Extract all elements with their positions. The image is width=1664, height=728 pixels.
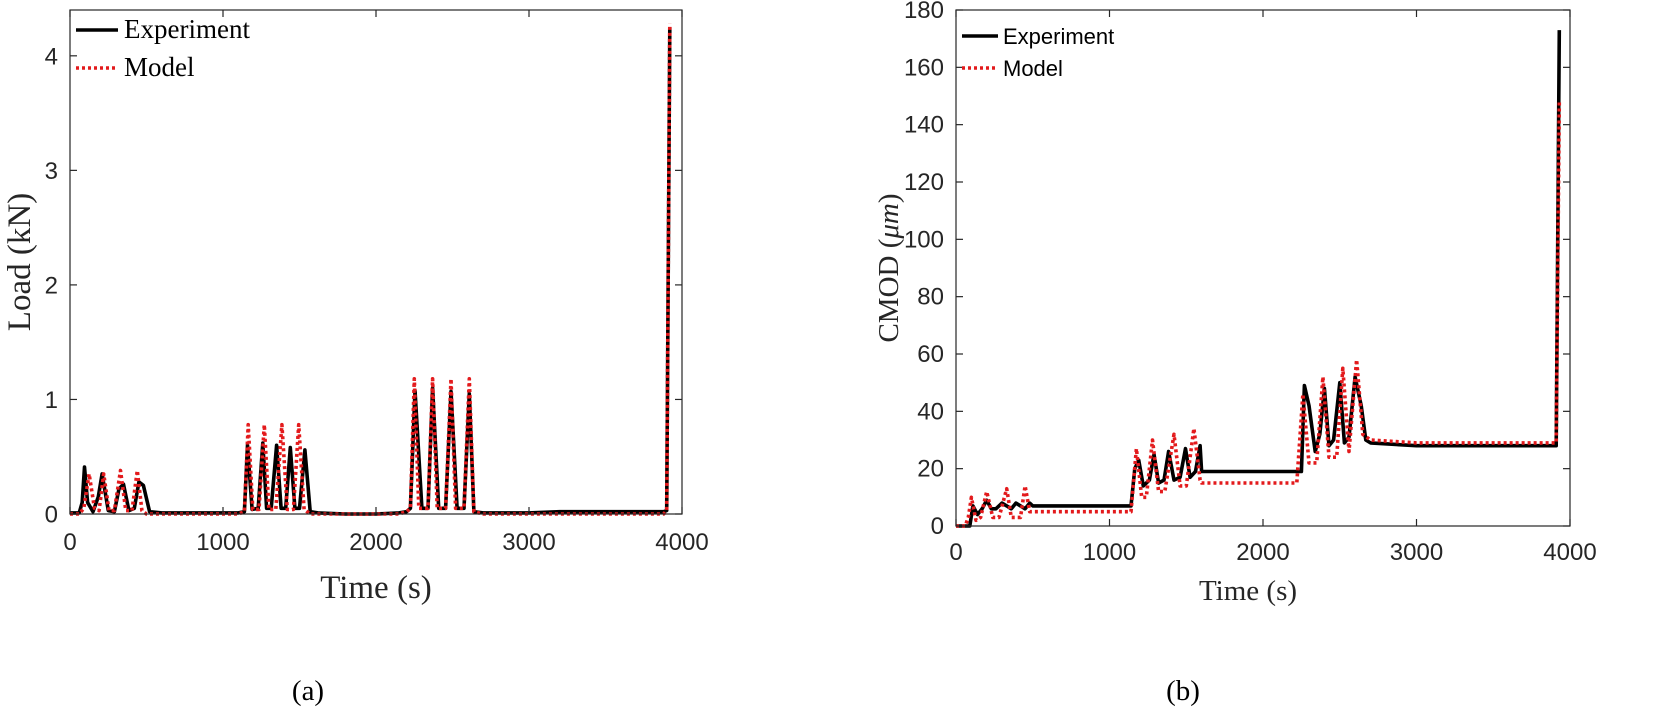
chart-a-y-tick-label: 4 bbox=[45, 43, 58, 70]
chart-a-x-tick-label: 3000 bbox=[502, 529, 555, 556]
chart-b-series-group bbox=[956, 30, 1562, 528]
chart-b-y-axis-label-text: CMOD ( bbox=[873, 239, 905, 343]
chart-b-legend: Experiment Model bbox=[962, 24, 1114, 81]
chart-a-legend-label-model: Model bbox=[124, 52, 195, 82]
chart-b-legend-label-model: Model bbox=[1003, 56, 1063, 81]
chart-b-ticks: 0 1000 2000 3000 4000 0 20 40 60 80 100 120 140 160 18… bbox=[904, 0, 1597, 566]
chart-b-y-tick-label: 120 bbox=[904, 169, 944, 196]
chart-a-x-tick-label: 1000 bbox=[196, 529, 249, 556]
chart-b-plot-area bbox=[956, 10, 1570, 526]
chart-b-y-tick-label: 180 bbox=[904, 0, 944, 24]
chart-b-y-tick-label: 20 bbox=[917, 456, 944, 483]
chart-b-y-tick-label: 40 bbox=[917, 398, 944, 425]
chart-b-y-tick-label: 140 bbox=[904, 112, 944, 139]
chart-a-plot-area bbox=[70, 10, 682, 514]
chart-b-y-tick-label: 80 bbox=[917, 284, 944, 311]
chart-a-ticks: 0 1000 2000 3000 4000 0 1 2 3 4 bbox=[45, 10, 709, 556]
chart-a-x-tick-label: 0 bbox=[63, 529, 76, 556]
chart-b-y-axis-label-symbol: μm bbox=[873, 203, 905, 240]
chart-a-series-group bbox=[70, 23, 672, 516]
chart-b-x-tick-label: 4000 bbox=[1543, 539, 1596, 566]
chart-a-y-tick-label: 3 bbox=[45, 158, 58, 185]
chart-a-series-model bbox=[70, 23, 672, 516]
chart-a-legend: Experiment Model bbox=[76, 14, 250, 82]
chart-b-y-axis-label: CMOD (μm) bbox=[873, 193, 905, 342]
chart-b-x-axis-label: Time (s) bbox=[1199, 575, 1297, 607]
chart-a-x-tick-label: 2000 bbox=[349, 529, 402, 556]
chart-b-y-tick-label: 100 bbox=[904, 226, 944, 253]
chart-b-y-tick-label: 60 bbox=[917, 341, 944, 368]
chart-a-x-tick-label: 4000 bbox=[655, 529, 708, 556]
chart-b-x-tick-label: 3000 bbox=[1390, 539, 1443, 566]
chart-a-y-axis-label: Load (kN) bbox=[2, 193, 38, 331]
chart-b-x-tick-label: 0 bbox=[949, 539, 962, 566]
chart-b-y-tick-label: 0 bbox=[931, 513, 944, 540]
chart-b-legend-label-experiment: Experiment bbox=[1003, 24, 1114, 49]
chart-b-x-tick-label: 1000 bbox=[1083, 539, 1136, 566]
chart-b-caption: (b) bbox=[1166, 675, 1200, 707]
chart-b-y-tick-label: 160 bbox=[904, 54, 944, 81]
chart-b-x-tick-label: 2000 bbox=[1236, 539, 1289, 566]
chart-a-x-axis-label: Time (s) bbox=[320, 570, 432, 606]
chart-a-y-tick-label: 1 bbox=[45, 387, 58, 414]
chart-a-y-tick-label: 2 bbox=[45, 273, 58, 300]
chart-b-series-model bbox=[956, 101, 1562, 528]
chart-a-legend-label-experiment: Experiment bbox=[124, 14, 250, 44]
chart-a-caption: (a) bbox=[292, 675, 324, 707]
chart-b-y-axis-label-end: ) bbox=[873, 193, 905, 203]
chart-b: 0 1000 2000 3000 4000 0 20 40 60 80 100 120 140 160 18… bbox=[873, 0, 1597, 707]
chart-a-y-tick-label: 0 bbox=[45, 502, 58, 529]
